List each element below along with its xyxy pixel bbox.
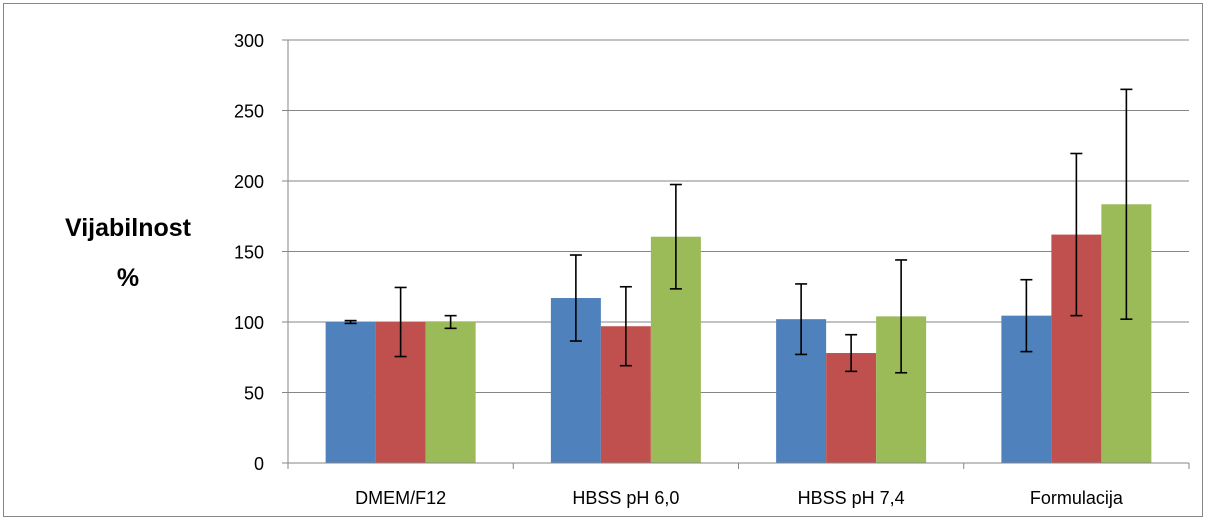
bar <box>325 322 376 463</box>
y-tick-label: 300 <box>234 31 264 51</box>
x-tick-label: DMEM/F12 <box>355 488 446 508</box>
y-tick-label: 150 <box>234 243 264 263</box>
x-tick-label: HBSS pH 6,0 <box>572 488 679 508</box>
x-tick-label: HBSS pH 7,4 <box>798 488 905 508</box>
y-tick-label: 50 <box>244 384 264 404</box>
y-tick-label: 250 <box>234 102 264 122</box>
x-tick-labels: DMEM/F12 HBSS pH 6,0 HBSS pH 7,4 Formulacij… <box>355 488 1124 508</box>
y-tick-label: 0 <box>254 454 264 474</box>
bar <box>425 322 476 463</box>
x-tick-label: Formulacija <box>1030 488 1124 508</box>
bars <box>325 204 1152 463</box>
y-tick-label: 100 <box>234 313 264 333</box>
y-tick-labels: 0 50 100 150 200 250 300 <box>234 31 264 474</box>
y-tick-label: 200 <box>234 172 264 192</box>
y-axis-label-line-1: Vijabilnost <box>65 214 192 242</box>
y-axis-label-line-2: % <box>117 264 139 292</box>
error-bars <box>344 88 1133 374</box>
axes <box>282 39 1190 469</box>
